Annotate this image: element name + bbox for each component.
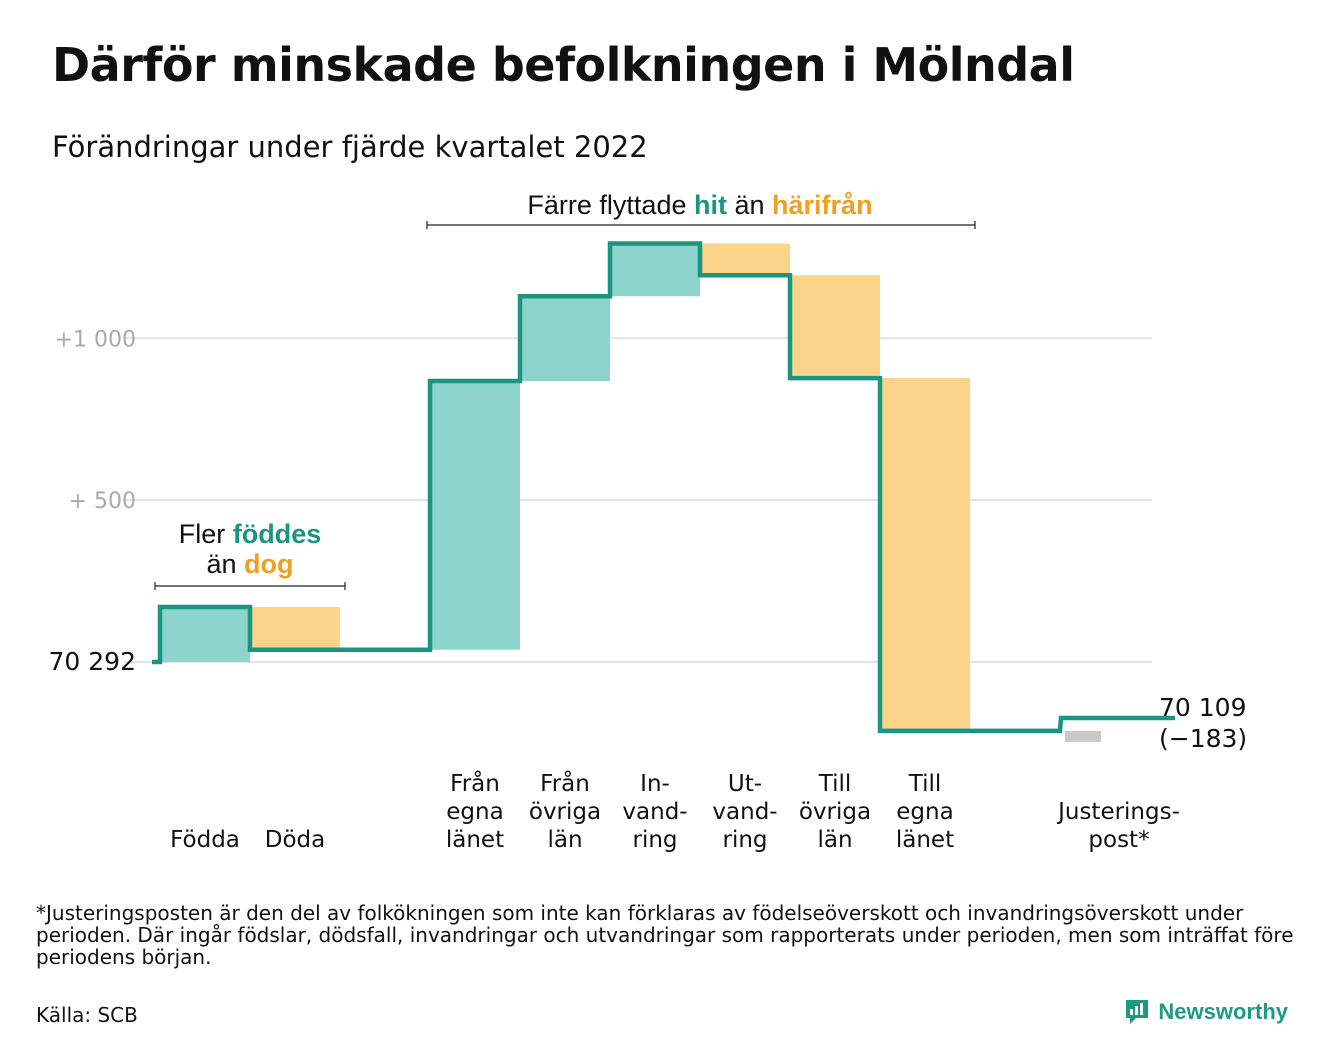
bar-increase [160, 606, 250, 662]
migration-bracket [426, 221, 976, 229]
x-axis-label: län [817, 827, 852, 853]
x-axis-label: Till [908, 771, 942, 797]
hit-highlight: hit [694, 190, 727, 220]
bar-decrease [700, 243, 790, 276]
y-tick-label: +1 000 [55, 327, 136, 352]
waterfall-chart: 70 292+ 500+1 000 Födda DödaFrånegnalänet… [49, 190, 1248, 853]
x-axis-label: Födda [170, 827, 240, 853]
footnote: *Justeringsposten är den del av folkökni… [36, 901, 1294, 969]
x-axis-label: Ut- [728, 771, 762, 797]
bar-increase [610, 243, 700, 297]
births-annotation-line1: Fler föddes [179, 519, 322, 549]
deaths-annotation-line2: än dog [206, 549, 293, 579]
x-axis-label: egna [896, 799, 953, 825]
migration-annotation: Färre flyttade hit än härifrån [527, 190, 872, 220]
bar-decrease [790, 275, 880, 379]
x-axis-label: länet [896, 827, 954, 853]
x-axis-label: post* [1088, 827, 1149, 853]
bar-decrease [880, 378, 970, 731]
end-value-label: 70 109 [1159, 693, 1246, 722]
births-highlight: föddes [233, 519, 322, 549]
x-axis-label: ring [632, 827, 677, 853]
y-tick-label: 70 292 [49, 647, 136, 676]
gridlines [124, 337, 1152, 663]
births-deaths-bracket [154, 582, 346, 590]
x-axis-label: Till [818, 771, 852, 797]
x-axis-label: länet [446, 827, 504, 853]
x-axis-label: In- [640, 771, 670, 797]
x-axis-label: vand- [622, 799, 687, 825]
x-axis-label: Döda [265, 827, 325, 853]
end-change-label: (−183) [1159, 724, 1247, 753]
y-axis-ticks: 70 292 + 500 +1 000 [49, 327, 136, 676]
x-axis-label: övriga [799, 799, 871, 825]
x-axis-labels: Födda DödaFrånegnalänetFrånövrigalänIn-va… [170, 769, 1180, 853]
x-axis-label: övriga [529, 799, 601, 825]
bar-decrease [250, 606, 340, 650]
brand-logo: Newsworthy [1124, 998, 1288, 1026]
x-axis-label: ring [722, 827, 767, 853]
chart-title: Därför minskade befolkningen i Mölndal [52, 38, 1075, 92]
x-axis-label: Från [540, 769, 590, 797]
bar-increase [430, 381, 520, 650]
brand-name: Newsworthy [1158, 999, 1288, 1024]
newsworthy-logo-icon [1126, 1000, 1149, 1024]
y-tick-label: + 500 [69, 489, 136, 514]
harifran-highlight: härifrån [772, 190, 873, 220]
source-label: Källa: SCB [36, 1003, 138, 1027]
cumulative-line-path [152, 241, 1175, 734]
bars [160, 243, 1101, 742]
x-axis-label: Justerings- [1056, 799, 1180, 825]
x-axis-label: egna [446, 799, 503, 825]
deaths-highlight: dog [244, 549, 293, 579]
x-axis-label: vand- [712, 799, 777, 825]
cumulative-line [152, 241, 1175, 734]
bar-increase [520, 296, 610, 382]
chart-subtitle: Förändringar under fjärde kvartalet 2022 [52, 130, 648, 164]
bar-adjustment [1065, 730, 1101, 742]
x-axis-label: län [547, 827, 582, 853]
x-axis-label: Från [450, 769, 500, 797]
